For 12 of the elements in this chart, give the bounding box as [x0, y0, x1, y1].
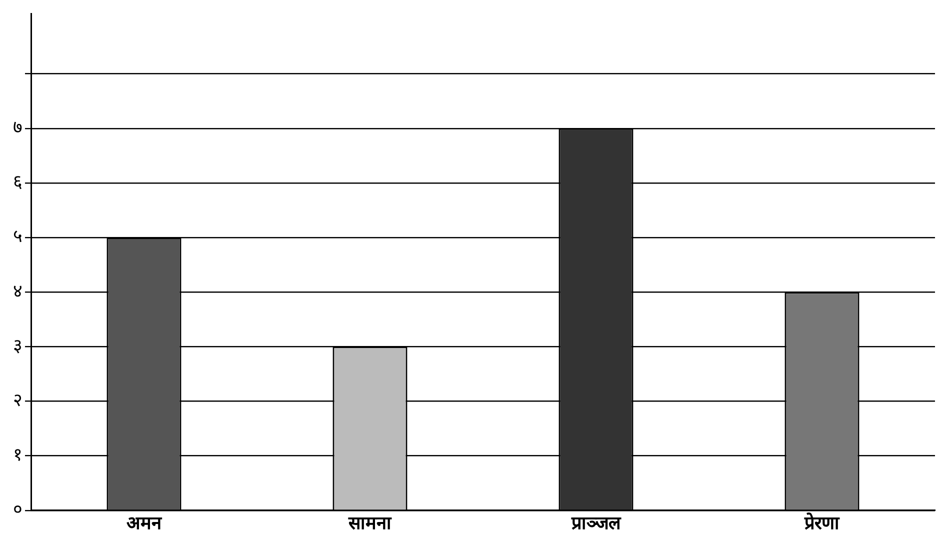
- x-tick-label: सामना: [348, 512, 392, 534]
- y-tick-label: ०: [13, 499, 22, 520]
- y-tick-label: ७: [13, 117, 22, 138]
- x-tick-label: अमन: [126, 512, 162, 534]
- y-tick-label: ६: [13, 172, 22, 193]
- y-tick-label: ५: [13, 226, 22, 248]
- x-tick-label: प्रेरणा: [804, 512, 840, 534]
- y-tick-label: ४: [13, 280, 22, 302]
- y-tick-label: १: [13, 444, 22, 466]
- x-tick-label: प्राञ्जल: [570, 512, 622, 534]
- y-tick-label: २: [13, 390, 22, 411]
- y-tick-label: ३: [13, 335, 22, 356]
